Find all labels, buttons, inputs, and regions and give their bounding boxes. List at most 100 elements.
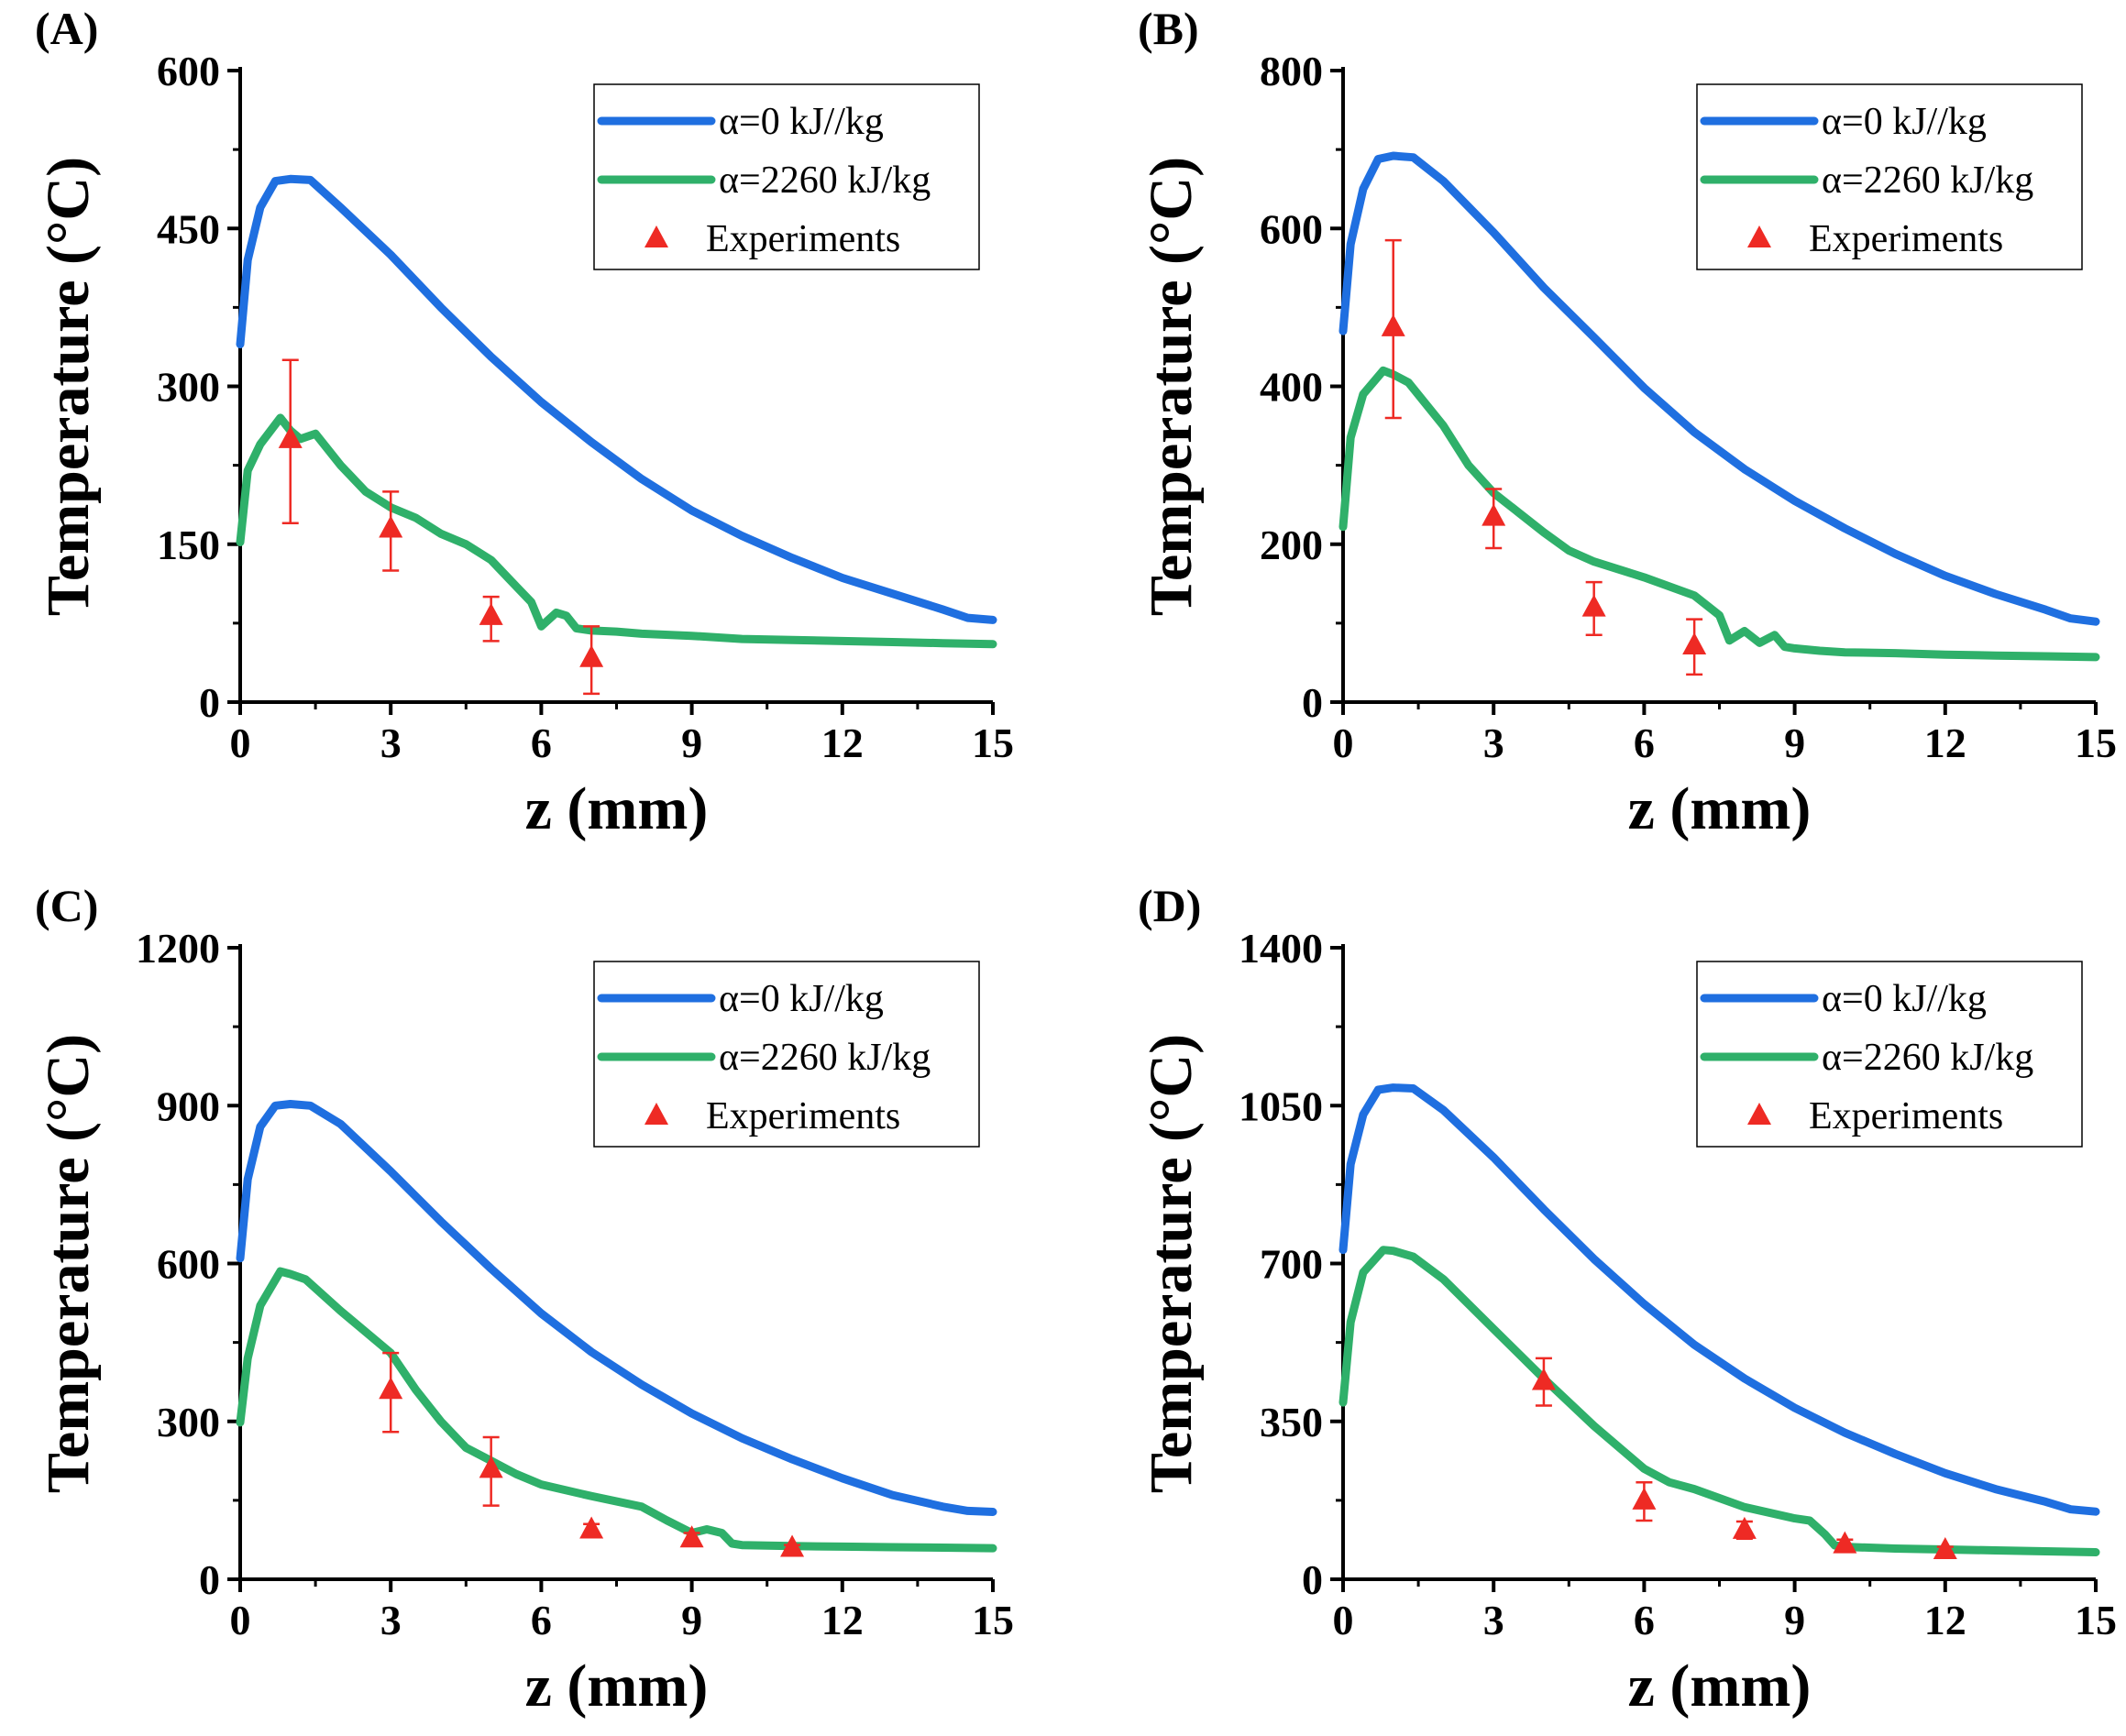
legend-label: α=2260 kJ/kg: [1822, 1037, 2033, 1079]
panel-label: (C): [35, 880, 98, 931]
chart-svg: (D) 0 350 700 1050 1400 0 3 6 9 12 15 z (mm) Temperat…: [1138, 880, 2117, 1720]
triangle-marker: [579, 644, 604, 667]
y-axis-title: Temperature (°C): [1138, 157, 1205, 616]
experiment-point: [780, 1534, 805, 1557]
x-tick-label: 12: [1924, 720, 1966, 766]
y-tick-label: 300: [157, 1399, 220, 1445]
chart-svg: (A) 0 150 300 450 600 0 3 6 9 12 15 z (mm) Temperatur…: [35, 3, 1014, 842]
series-line-alpha-0: [1338, 151, 2100, 626]
experiment-point: [1933, 1537, 1957, 1560]
experiment-point: [1732, 1516, 1757, 1540]
series-line-alpha-2260: [1338, 366, 2100, 662]
triangle-marker: [278, 425, 303, 448]
legend-triangle-marker: [1747, 225, 1771, 247]
x-axis-title: z (mm): [1628, 775, 1812, 842]
legend-item: Experiments: [644, 218, 900, 260]
x-tick-label: 12: [821, 1597, 864, 1643]
x-tick-label: 6: [1634, 720, 1655, 766]
experiment-point: [1632, 1480, 1657, 1522]
experiment-point: [1581, 580, 1606, 637]
x-tick-label: 0: [230, 1597, 251, 1643]
legend-label: α=0 kJ//kg: [719, 978, 884, 1020]
experiment-point: [1833, 1531, 1857, 1554]
panel-a: (A) 0 150 300 450 600 0 3 6 9 12 15 z (mm) Temperatur…: [0, 0, 1063, 859]
triangle-marker: [379, 515, 403, 538]
series-line-alpha-0: [236, 1100, 997, 1516]
panel-b: (B) 0 200 400 600 800 0 3 6 9 12 15 z (mm) Temperatur…: [1103, 0, 2126, 859]
x-tick-label: 15: [2075, 1597, 2117, 1643]
legend-label: α=2260 kJ/kg: [719, 1037, 931, 1079]
y-tick-label: 1200: [136, 925, 220, 972]
triangle-marker: [1632, 1487, 1657, 1510]
y-tick-label: 700: [1260, 1241, 1323, 1288]
panel-label: (D): [1138, 880, 1201, 931]
y-tick-label: 200: [1260, 522, 1323, 568]
x-tick-label: 0: [230, 720, 251, 766]
y-tick-label: 450: [157, 205, 220, 252]
triangle-marker: [1531, 1368, 1556, 1390]
legend-triangle-marker: [1747, 1103, 1771, 1125]
x-tick-label: 9: [1784, 720, 1805, 766]
x-tick-label: 6: [531, 720, 552, 766]
triangle-marker: [1381, 313, 1405, 336]
x-axis-title: z (mm): [525, 775, 709, 842]
legend-triangle-marker: [644, 1103, 668, 1125]
legend-item: α=0 kJ//kg: [597, 101, 884, 143]
experiment-point: [479, 1435, 503, 1507]
y-tick-label: 900: [157, 1082, 220, 1129]
experiment-point: [479, 595, 503, 643]
experiment-point: [679, 1525, 704, 1548]
experiment-point: [1682, 618, 1707, 676]
legend-label: α=0 kJ//kg: [1822, 101, 1987, 143]
x-tick-label: 15: [2075, 720, 2117, 766]
panel-label: (B): [1138, 3, 1199, 54]
x-tick-label: 3: [1483, 1597, 1504, 1643]
y-tick-label: 1400: [1239, 925, 1323, 972]
legend-label: Experiments: [706, 218, 900, 260]
experiment-point: [379, 490, 403, 572]
x-tick-label: 9: [681, 720, 702, 766]
y-tick-label: 0: [1302, 1556, 1323, 1603]
legend-item: α=0 kJ//kg: [597, 978, 884, 1020]
x-tick-label: 0: [1333, 720, 1354, 766]
experiment-point: [579, 625, 604, 696]
x-tick-label: 12: [821, 720, 864, 766]
y-tick-label: 600: [1260, 205, 1323, 252]
y-tick-label: 0: [1302, 679, 1323, 726]
legend-item: Experiments: [1747, 1095, 2003, 1137]
series-line-alpha-2260: [236, 413, 997, 649]
triangle-marker: [1833, 1531, 1857, 1554]
y-tick-label: 300: [157, 364, 220, 411]
legend: α=0 kJ//kg α=2260 kJ/kg Experiments: [1696, 961, 2083, 1148]
legend-item: α=2260 kJ/kg: [597, 1037, 931, 1079]
legend-item: Experiments: [644, 1095, 900, 1137]
y-tick-label: 0: [199, 1556, 220, 1603]
legend: α=0 kJ//kg α=2260 kJ/kg Experiments: [593, 83, 980, 270]
y-tick-label: 600: [157, 1241, 220, 1288]
triangle-marker: [479, 602, 503, 625]
y-tick-label: 1050: [1239, 1082, 1323, 1129]
legend: α=0 kJ//kg α=2260 kJ/kg Experiments: [1696, 83, 2083, 270]
chart-svg: (B) 0 200 400 600 800 0 3 6 9 12 15 z (mm) Temperatur…: [1138, 3, 2117, 842]
legend-label: α=2260 kJ/kg: [1822, 159, 2033, 202]
triangle-marker: [1682, 632, 1707, 654]
experiment-point: [1531, 1357, 1556, 1407]
x-tick-label: 9: [1784, 1597, 1805, 1643]
triangle-marker: [1482, 503, 1506, 526]
legend-label: α=0 kJ//kg: [719, 101, 884, 143]
triangle-marker: [479, 1456, 503, 1478]
experiment-point: [278, 358, 303, 525]
x-tick-label: 6: [531, 1597, 552, 1643]
x-axis-title: z (mm): [1628, 1653, 1812, 1720]
y-tick-label: 150: [157, 522, 220, 568]
panel-d: (D) 0 350 700 1050 1400 0 3 6 9 12 15 z (mm) Temperat…: [1103, 877, 2126, 1736]
panel-label: (A): [35, 3, 98, 54]
x-tick-label: 3: [380, 1597, 402, 1643]
legend-label: Experiments: [1809, 218, 2003, 260]
x-axis-title: z (mm): [525, 1653, 709, 1720]
triangle-marker: [1732, 1516, 1757, 1539]
triangle-marker: [780, 1534, 805, 1557]
y-axis-title: Temperature (°C): [35, 1034, 102, 1493]
x-tick-label: 3: [380, 720, 402, 766]
